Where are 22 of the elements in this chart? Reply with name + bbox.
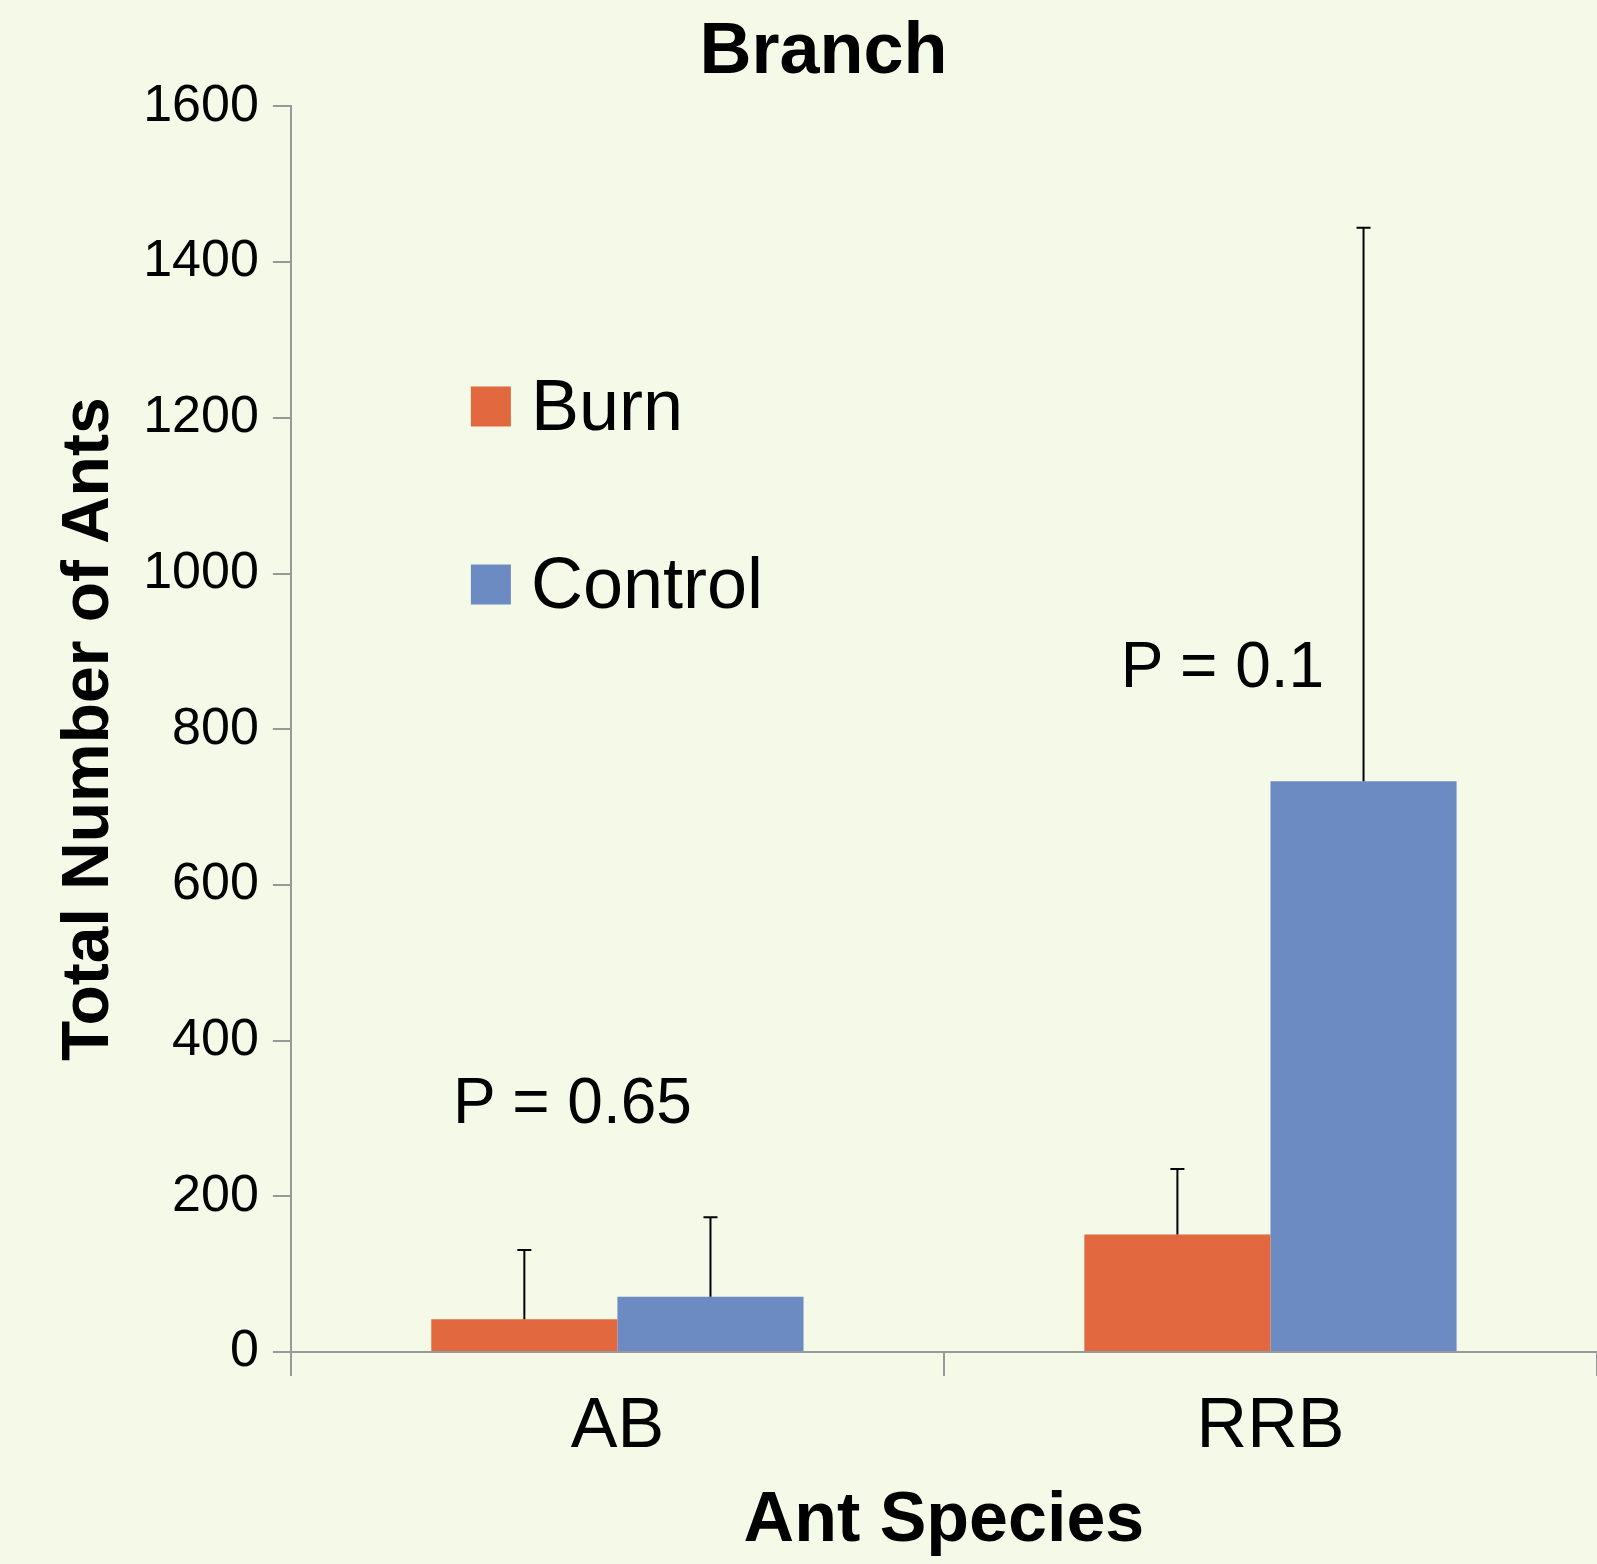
y-tick-label: 400 — [172, 1007, 259, 1066]
y-tick-label: 1600 — [143, 73, 259, 132]
y-tick-label: 800 — [172, 696, 259, 755]
x-axis-title: Ant Species — [743, 1478, 1145, 1557]
bar — [617, 1296, 804, 1351]
y-tick-label: 1000 — [143, 540, 259, 599]
legend-label: Control — [530, 543, 763, 624]
y-tick-label: 600 — [172, 852, 259, 911]
y-tick-label: 1400 — [143, 229, 259, 288]
bar — [431, 1319, 618, 1351]
bar — [1084, 1234, 1271, 1351]
x-tick-label: RRB — [1196, 1384, 1345, 1463]
y-tick-label: 1200 — [143, 385, 259, 444]
bar — [1270, 781, 1457, 1351]
y-tick-label: 200 — [172, 1163, 259, 1222]
y-tick-label: 0 — [229, 1319, 259, 1378]
y-axis-title: Total Number of Ants — [47, 397, 122, 1062]
x-tick-label: AB — [570, 1384, 665, 1463]
annotation: P = 0.1 — [1120, 629, 1325, 701]
chart-title: Branch — [699, 8, 948, 89]
legend-label: Burn — [530, 365, 683, 446]
annotation: P = 0.65 — [452, 1064, 692, 1137]
